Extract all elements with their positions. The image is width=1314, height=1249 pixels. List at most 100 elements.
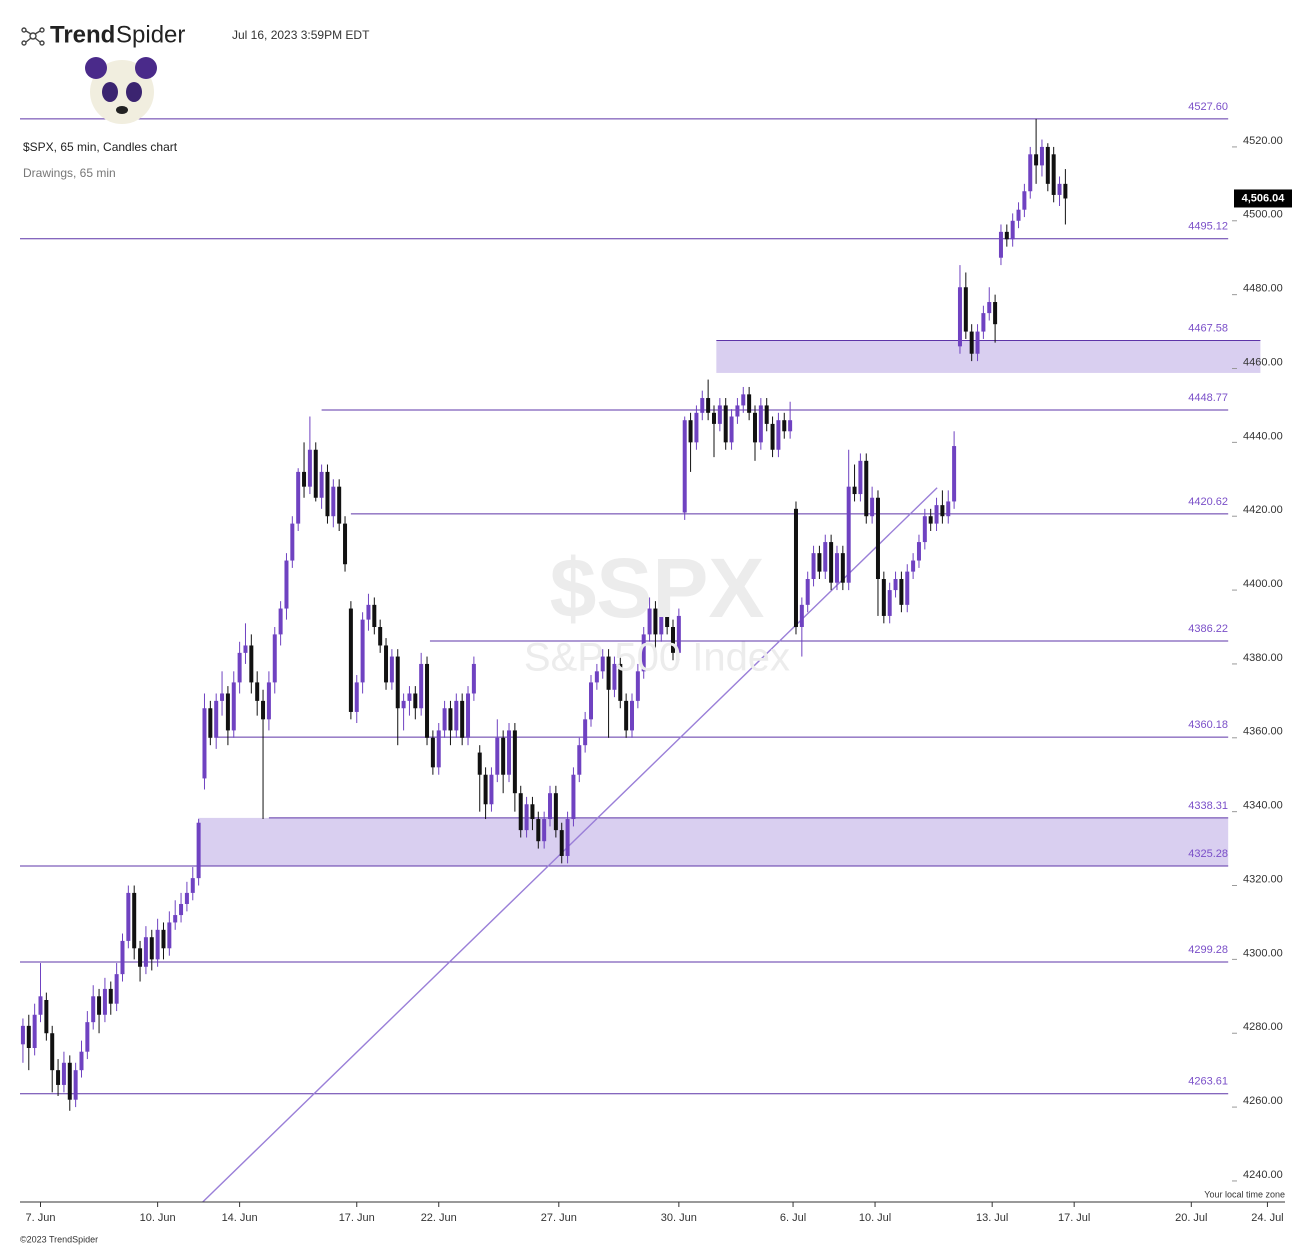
price-level-label: 4467.58 [1188,322,1228,334]
candle-body [682,420,687,513]
y-tick-label: 4380.00 [1243,652,1283,664]
candle-body [143,937,148,967]
candle-body [67,1062,72,1100]
candle-body [846,486,851,583]
candle-body [149,937,154,960]
candle-body [442,708,447,731]
symbol-line: $SPX, 65 min, Candles chart [23,140,178,154]
candle-body [670,627,675,653]
candle-body [998,231,1003,258]
candle-body [600,656,605,672]
y-tick-label: 4260.00 [1243,1095,1283,1107]
candle-body [272,634,277,683]
candle-body [905,571,910,605]
candle-body [1039,146,1044,166]
logo-icon [21,27,45,46]
price-level-label: 4420.62 [1188,496,1228,508]
candle-body [735,405,740,417]
candle-body [38,996,43,1015]
candle-body [834,553,839,583]
candle-body [975,331,980,354]
price-level-label: 4360.18 [1188,719,1228,731]
candle-body [56,1070,61,1085]
last-price-tag [1234,189,1292,208]
timezone-note: Your local time zone [1204,1189,1285,1199]
avatar [85,57,157,124]
candle-body [126,892,131,941]
candle-body [173,915,178,923]
candle-body [407,693,412,701]
candle-body [132,892,137,949]
candle-body [348,608,353,712]
price-level-label: 4299.28 [1188,944,1228,956]
x-tick-label: 14. Jun [222,1212,258,1224]
candle-body [337,486,342,524]
candle-body [770,423,775,450]
brand-bold: Trend [50,21,115,48]
price-zone [198,817,1229,867]
x-tick-label: 13. Jul [976,1212,1008,1224]
candle-body [179,903,184,916]
candle-body [899,578,904,605]
candle-body [963,287,968,332]
y-tick-label: 4420.00 [1243,504,1283,516]
candle-body [325,471,330,517]
candle-body [214,700,219,738]
candle-body [1045,146,1050,184]
candle-body [85,1022,90,1052]
candle-body [384,645,389,683]
candle-body [507,730,512,775]
candle-body [366,604,371,620]
candle-body [630,700,635,731]
candle-body [512,730,517,794]
watermark-subtitle: S&P 500 Index [524,636,790,680]
candle-body [706,398,711,413]
candle-body [466,693,471,738]
candle-body [641,634,646,672]
candle-body [378,627,383,646]
candle-body [413,693,418,709]
candle-body [594,671,599,683]
candle-body [741,394,746,406]
candle-body [495,737,500,775]
candle-body [302,471,307,487]
candle-body [354,682,359,712]
candle-body [61,1062,66,1085]
candle-body [225,693,230,731]
candle-body [220,693,225,701]
candle-body [536,819,541,842]
candle-body [190,878,195,893]
candle-body [694,412,699,443]
candle-body [419,663,424,709]
candle-body [296,471,301,524]
candle-body [448,708,453,731]
y-tick-label: 4400.00 [1243,578,1283,590]
candle-body [91,996,96,1023]
candle-body [1010,220,1015,240]
candle-body [934,505,939,524]
candle-body [981,313,986,332]
candle-body [823,542,828,572]
candle-body [729,416,734,443]
candle-body [811,553,816,579]
candle-body [360,619,365,683]
candle-body [606,656,611,690]
x-tick-label: 10. Jun [140,1212,176,1224]
candle-body [313,449,318,498]
candle-body [278,608,283,635]
candle-body [155,929,160,960]
candle-body [184,892,189,904]
candle-body [612,663,617,690]
candle-body [261,700,266,720]
price-level-label: 4325.28 [1188,848,1228,860]
y-tick-label: 4340.00 [1243,800,1283,812]
candle-body [20,1025,25,1045]
candle-body [776,420,781,450]
candle-body [1022,191,1027,210]
logo[interactable]: Trend Spider [21,21,185,48]
candle-body [864,460,869,517]
candle-body [167,922,172,949]
candle-body [44,999,49,1034]
candle-body [559,830,564,856]
candle-body [290,523,295,561]
